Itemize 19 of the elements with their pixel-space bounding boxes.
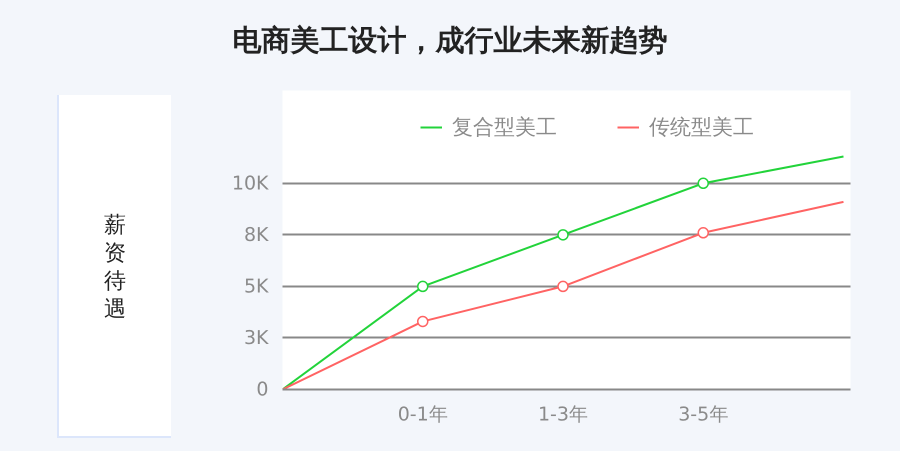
x-tick-label: 3-5年 — [678, 404, 728, 426]
line-series — [282, 155, 844, 390]
point — [416, 316, 428, 328]
y-tick-label: 5K — [244, 275, 270, 298]
point — [557, 229, 569, 241]
y-tick-label: 8K — [244, 224, 270, 246]
chart-title: 电商美工设计，成行业未来新趋势 — [232, 22, 668, 59]
y-tick-label: 3K — [244, 326, 270, 349]
legend-label: 传统型美工 — [649, 114, 754, 141]
legend-label: 复合型美工 — [452, 114, 557, 141]
point — [416, 280, 428, 292]
point — [697, 178, 709, 190]
x-tick-label: 1-3年 — [538, 404, 588, 426]
line-series — [282, 200, 844, 390]
x-tick-label: 0-1年 — [398, 404, 448, 426]
point — [697, 227, 709, 239]
y-tick-label: 10K — [232, 172, 270, 194]
point — [557, 280, 569, 292]
y-tick-label: 0 — [256, 378, 269, 400]
